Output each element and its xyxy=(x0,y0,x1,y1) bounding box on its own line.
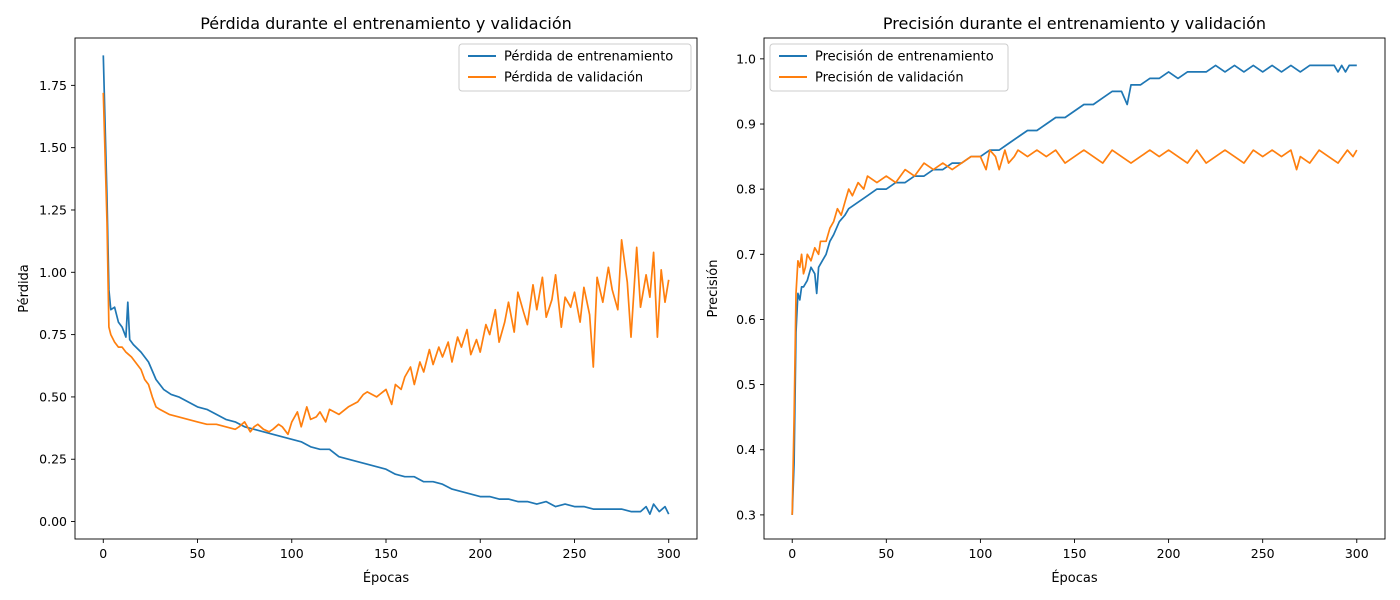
y-tick-label: 0.5 xyxy=(736,377,756,392)
y-tick-label: 0.7 xyxy=(736,247,756,262)
x-tick-label: 150 xyxy=(374,546,398,561)
y-tick-label: 0.6 xyxy=(736,312,756,327)
y-tick-label: 1.25 xyxy=(39,202,67,217)
y-tick-label: 0.25 xyxy=(39,452,67,467)
legend: Precisión de entrenamiento Precisión de v… xyxy=(769,43,1009,92)
y-axis-label: Precisión xyxy=(706,259,721,317)
series-line-val xyxy=(102,92,670,436)
y-tick-label: 0.8 xyxy=(736,182,756,197)
series-line-train xyxy=(791,64,1357,515)
y-axis-label: Pérdida xyxy=(17,264,32,313)
plot-frame xyxy=(763,37,1386,540)
x-tick-label: 200 xyxy=(1157,546,1181,561)
series-line-train xyxy=(102,55,670,515)
y-tick-label: 1.0 xyxy=(736,51,756,66)
x-tick-label: 50 xyxy=(190,546,206,561)
series-line-val xyxy=(791,149,1358,515)
legend-label: Pérdida de validación xyxy=(504,71,643,86)
y-tick-label: 1.00 xyxy=(39,265,67,280)
x-axis-label: Épocas xyxy=(363,570,410,586)
x-tick-label: 0 xyxy=(99,546,107,561)
legend-label: Precisión de entrenamiento xyxy=(815,50,994,65)
x-axis-label: Épocas xyxy=(1051,570,1098,586)
plot-frame xyxy=(74,37,698,540)
legend-box xyxy=(458,43,692,92)
chart-title: Precisión durante el entrenamiento y val… xyxy=(883,14,1266,33)
legend-label: Pérdida de entrenamiento xyxy=(504,50,673,65)
chart-panel-1: Pérdida durante el entrenamiento y valid… xyxy=(17,14,698,586)
y-tick-label: 0.4 xyxy=(736,442,756,457)
y-tick-label: 0.00 xyxy=(39,514,67,529)
y-tick-label: 0.75 xyxy=(39,327,67,342)
y-tick-label: 0.9 xyxy=(736,116,756,131)
y-tick-label: 0.3 xyxy=(736,507,756,522)
y-tick-label: 1.50 xyxy=(39,140,67,155)
x-tick-label: 50 xyxy=(878,546,894,561)
chart-panel-2: Precisión durante el entrenamiento y val… xyxy=(706,14,1386,586)
legend: Pérdida de entrenamiento Pérdida de valid… xyxy=(458,43,692,92)
x-tick-label: 300 xyxy=(1345,546,1369,561)
x-tick-label: 0 xyxy=(788,546,796,561)
x-tick-label: 250 xyxy=(1251,546,1275,561)
legend-box xyxy=(769,43,1009,92)
chart-title: Pérdida durante el entrenamiento y valid… xyxy=(200,14,572,33)
y-tick-label: 1.75 xyxy=(39,78,67,93)
legend-label: Precisión de validación xyxy=(815,71,964,86)
x-tick-label: 100 xyxy=(968,546,992,561)
x-tick-label: 250 xyxy=(563,546,587,561)
x-tick-label: 150 xyxy=(1063,546,1087,561)
x-tick-label: 200 xyxy=(468,546,492,561)
x-tick-label: 100 xyxy=(280,546,304,561)
y-tick-label: 0.50 xyxy=(39,389,67,404)
x-tick-label: 300 xyxy=(657,546,681,561)
